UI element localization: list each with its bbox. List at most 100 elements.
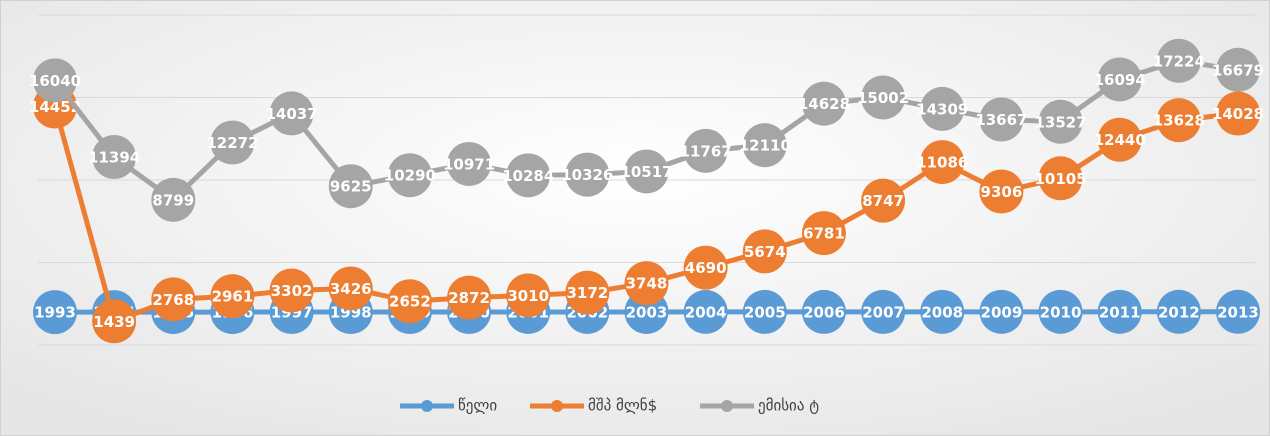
marker <box>151 277 196 322</box>
marker <box>506 273 551 318</box>
data-label: 8799 <box>152 191 194 209</box>
data-label: 12440 <box>1094 131 1146 149</box>
marker <box>742 123 787 168</box>
data-label: 1439 <box>93 313 135 331</box>
data-label: 3302 <box>271 282 313 300</box>
data-label: 3010 <box>507 287 549 305</box>
marker <box>269 91 314 136</box>
data-label: 2003 <box>626 303 668 321</box>
data-label: 2008 <box>921 303 963 321</box>
data-label: 11767 <box>680 142 732 160</box>
data-label: 10971 <box>443 155 495 173</box>
data-label: 16040 <box>29 72 81 90</box>
marker <box>683 128 728 173</box>
plot-area: 1993199419951996199719981999200020012002… <box>29 38 1264 344</box>
data-label: 6781 <box>803 225 845 243</box>
data-label: 4690 <box>685 259 727 277</box>
legend-marker <box>551 400 563 412</box>
marker <box>328 266 373 311</box>
data-label: 2009 <box>981 303 1023 321</box>
marker <box>92 134 137 179</box>
marker <box>624 261 669 306</box>
marker <box>1156 289 1201 334</box>
data-label: 2010 <box>1040 303 1082 321</box>
data-label: 12110 <box>739 137 791 155</box>
marker <box>210 120 255 165</box>
marker <box>801 211 846 256</box>
data-label: 10105 <box>1034 170 1086 188</box>
marker <box>387 153 432 198</box>
marker <box>920 86 965 131</box>
marker <box>1038 289 1083 334</box>
data-label: 2013 <box>1217 303 1259 321</box>
data-label: 10290 <box>384 167 436 185</box>
data-label: 2005 <box>744 303 786 321</box>
data-label: 3172 <box>566 284 608 302</box>
data-label: 14037 <box>266 105 318 123</box>
marker <box>1156 38 1201 83</box>
marker <box>920 140 965 185</box>
marker <box>269 268 314 313</box>
marker <box>1097 117 1142 162</box>
marker <box>861 75 906 120</box>
marker <box>328 164 373 209</box>
marker <box>742 289 787 334</box>
data-label: 9625 <box>330 178 372 196</box>
data-label: 10326 <box>561 166 613 184</box>
marker <box>979 97 1024 142</box>
marker <box>920 289 965 334</box>
marker <box>447 141 492 186</box>
marker <box>92 299 137 344</box>
marker <box>1038 156 1083 201</box>
data-label: 2768 <box>152 291 194 309</box>
marker <box>742 229 787 274</box>
data-label: 8747 <box>862 192 904 210</box>
data-label: 14452 <box>29 98 81 116</box>
data-label: 13667 <box>975 111 1027 129</box>
data-label: 10517 <box>620 163 672 181</box>
data-label: 1993 <box>34 304 76 322</box>
data-label: 3748 <box>626 275 668 293</box>
legend-label: მშპ მლნ$ <box>588 397 657 415</box>
data-label: 2012 <box>1158 303 1200 321</box>
marker <box>683 245 728 290</box>
data-label: 10284 <box>502 167 554 185</box>
legend: წელი მშპ მლნ$ ემისია ტ <box>400 397 819 415</box>
data-label: 16679 <box>1212 61 1264 79</box>
data-label: 2006 <box>803 303 845 321</box>
marker <box>506 153 551 198</box>
marker <box>1097 57 1142 102</box>
data-label: 11086 <box>916 154 968 172</box>
marker <box>801 81 846 126</box>
data-label: 16094 <box>1094 71 1146 89</box>
marker <box>861 289 906 334</box>
marker <box>801 289 846 334</box>
marker <box>979 289 1024 334</box>
data-label: 2961 <box>212 288 254 306</box>
data-label: 2011 <box>1099 303 1141 321</box>
data-label: 2872 <box>448 289 490 307</box>
marker <box>1216 47 1260 92</box>
legend-label: წელი <box>458 397 497 415</box>
marker <box>565 152 610 197</box>
marker <box>151 177 196 222</box>
marker <box>1216 91 1260 136</box>
data-label: 2652 <box>389 293 431 311</box>
data-label: 14028 <box>1212 105 1264 123</box>
legend-marker <box>421 400 433 412</box>
marker <box>1156 98 1201 143</box>
marker <box>683 289 728 334</box>
marker <box>33 290 77 335</box>
marker <box>210 274 255 319</box>
data-label: 2007 <box>862 303 904 321</box>
data-label: 13527 <box>1034 113 1086 131</box>
data-label: 15002 <box>857 89 909 107</box>
marker <box>1097 289 1142 334</box>
data-label: 14309 <box>916 100 968 118</box>
marker <box>1038 99 1083 144</box>
marker <box>1216 289 1260 334</box>
data-label: 12272 <box>206 134 258 152</box>
legend-label: ემისია ტ <box>758 397 819 415</box>
